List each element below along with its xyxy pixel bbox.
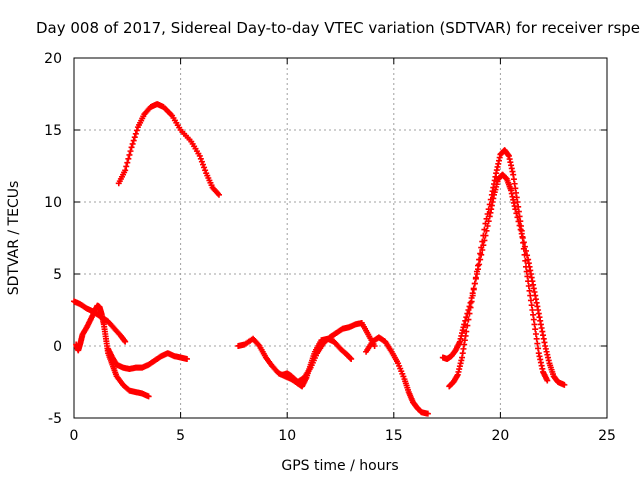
y-tick-label: 0 xyxy=(53,339,62,355)
series-arc-6 xyxy=(279,319,378,385)
data-point xyxy=(348,355,355,362)
data-point xyxy=(561,381,568,388)
x-tick-label: 15 xyxy=(385,428,403,444)
data-point xyxy=(471,280,478,287)
data-point xyxy=(198,158,205,165)
data-point xyxy=(479,238,486,245)
y-tick-label: 10 xyxy=(44,195,62,211)
data-point xyxy=(469,292,476,299)
y-tick-label: 20 xyxy=(44,51,62,67)
data-point xyxy=(196,152,203,159)
data-point xyxy=(522,257,529,264)
chart-title: Day 008 of 2017, Sidereal Day-to-day VTE… xyxy=(36,19,640,37)
data-point xyxy=(468,298,475,305)
series-arc-8 xyxy=(439,171,568,388)
y-tick-label: 5 xyxy=(53,267,62,283)
data-point xyxy=(197,155,204,162)
data-point xyxy=(129,140,136,147)
data-point xyxy=(122,167,129,174)
data-point xyxy=(131,134,138,141)
data-point xyxy=(544,377,551,384)
data-point xyxy=(478,244,485,251)
data-point xyxy=(476,256,483,263)
data-point xyxy=(132,130,139,137)
series-arc-3 xyxy=(105,345,190,373)
data-point xyxy=(199,161,206,168)
data-point xyxy=(484,211,491,217)
data-point xyxy=(424,410,431,417)
data-point xyxy=(371,343,378,349)
data-point xyxy=(486,201,493,208)
x-tick-label: 5 xyxy=(176,428,185,444)
data-point xyxy=(133,127,140,134)
data-point xyxy=(473,268,480,275)
data-point xyxy=(202,167,209,174)
data-point xyxy=(475,262,482,269)
data-point xyxy=(122,338,129,345)
y-axis-label: SDTVAR / TECUs xyxy=(6,181,22,296)
data-point xyxy=(487,196,494,203)
data-point xyxy=(123,163,130,170)
data-point xyxy=(125,155,132,162)
data-point xyxy=(470,286,477,293)
x-tick-label: 25 xyxy=(598,428,616,444)
data-series xyxy=(71,101,568,417)
data-point xyxy=(467,304,474,311)
data-point xyxy=(463,328,470,335)
series-arc-7 xyxy=(363,334,431,417)
data-point xyxy=(466,310,473,317)
data-point xyxy=(464,322,471,329)
data-point xyxy=(127,148,134,155)
data-point xyxy=(215,191,222,198)
series-arc-4 xyxy=(115,101,222,198)
y-tick-label: -5 xyxy=(48,411,62,427)
plot-frame xyxy=(73,57,608,419)
data-point xyxy=(124,159,131,166)
data-point xyxy=(518,227,525,234)
x-tick-label: 20 xyxy=(491,428,509,444)
data-point xyxy=(462,317,469,324)
data-point xyxy=(126,151,133,158)
data-point xyxy=(130,137,137,144)
data-point xyxy=(201,164,208,171)
data-point xyxy=(482,220,489,227)
x-tick-label: 0 xyxy=(70,428,79,444)
data-point xyxy=(145,393,152,400)
data-point xyxy=(483,215,490,222)
y-tick-label: 15 xyxy=(44,123,62,139)
data-point xyxy=(481,226,488,233)
data-point xyxy=(461,321,468,328)
data-point xyxy=(485,206,492,213)
data-point xyxy=(520,245,527,252)
data-point xyxy=(183,355,190,362)
data-point xyxy=(519,233,526,240)
axis-ticks: 0 5 10 15 20 25 -5 0 5 10 15 20 xyxy=(44,51,616,444)
data-point xyxy=(128,144,135,151)
x-tick-label: 10 xyxy=(278,428,296,444)
data-point xyxy=(472,274,479,281)
data-point xyxy=(477,250,484,257)
series-arc-2 xyxy=(73,302,152,400)
data-point xyxy=(480,232,487,239)
data-point xyxy=(520,239,527,246)
data-point xyxy=(521,251,528,258)
series-arc-9 xyxy=(446,147,551,390)
data-point xyxy=(465,316,472,323)
x-axis-label: GPS time / hours xyxy=(281,458,398,474)
